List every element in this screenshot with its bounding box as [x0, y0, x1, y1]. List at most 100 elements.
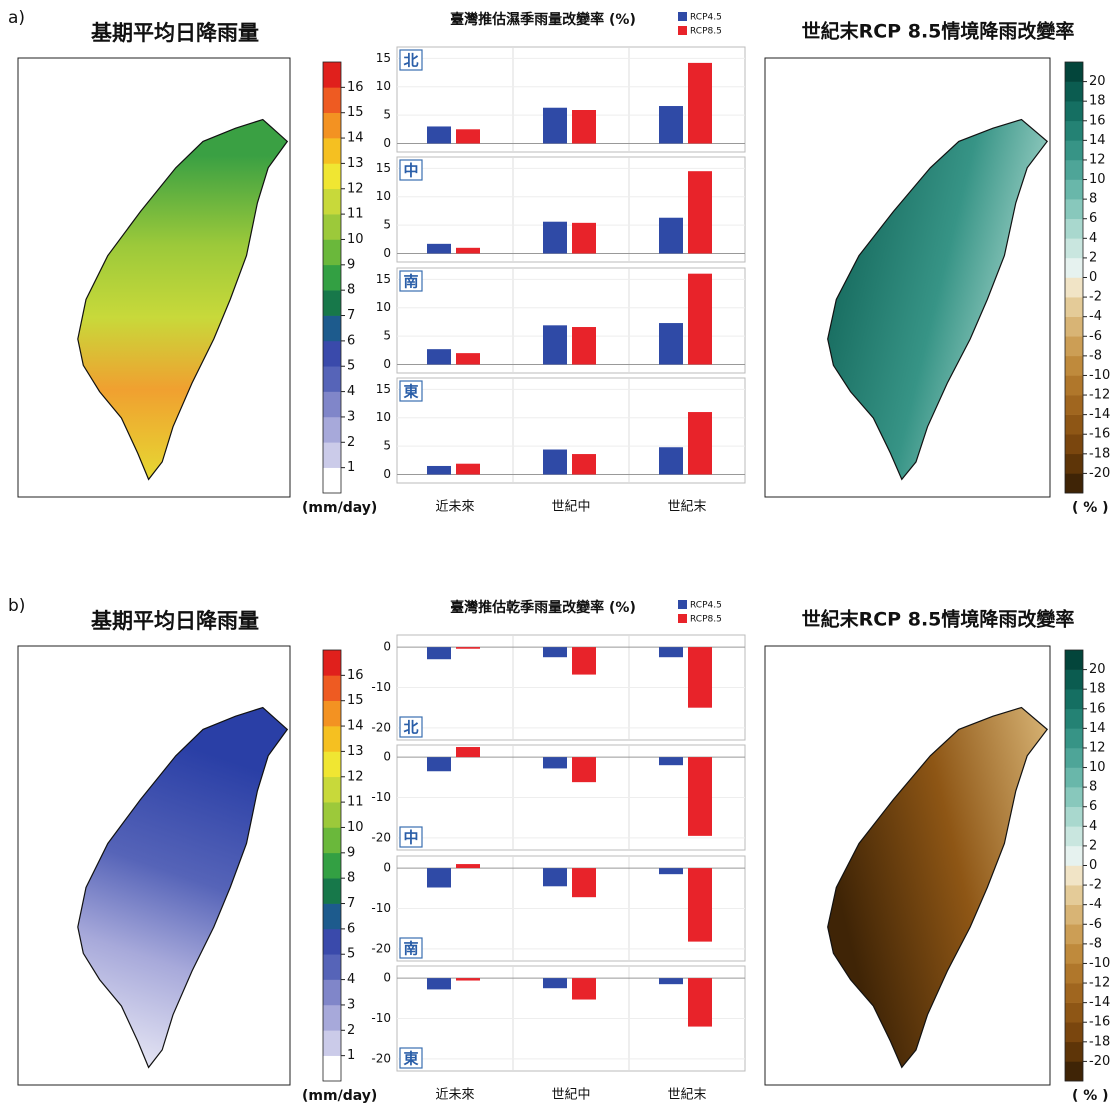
legend-swatch	[678, 12, 687, 21]
colorbar-tick-label: 10	[1089, 760, 1106, 775]
y-tick-label: 15	[376, 382, 391, 396]
y-tick-label: 5	[383, 218, 391, 232]
bar	[659, 323, 683, 365]
bar	[572, 647, 596, 675]
colorbar-tick-label: -14	[1089, 407, 1110, 422]
chart-title: 臺灣推估濕季雨量改變率 (%)	[450, 11, 636, 28]
y-tick-label: -20	[371, 720, 391, 734]
y-tick-label: -10	[371, 790, 391, 804]
colorbar-tick-label: 8	[347, 283, 355, 298]
colorbar-tick-label: -16	[1089, 1015, 1110, 1030]
colorbar-cell	[323, 827, 341, 854]
colorbar-tick-label: 6	[347, 921, 355, 936]
region-label: 北	[403, 719, 418, 737]
y-tick-label: -20	[371, 1051, 391, 1065]
bar	[572, 978, 596, 1000]
colorbar-cell	[1065, 728, 1083, 749]
subplot-frame	[396, 46, 746, 153]
colorbar-cell	[1065, 277, 1083, 298]
colorbar-cell	[323, 726, 341, 752]
colorbar-cell	[1065, 943, 1083, 964]
bar	[688, 412, 712, 475]
bar	[456, 463, 480, 475]
y-tick-label: 0	[383, 136, 391, 150]
bar	[543, 221, 567, 254]
colorbar-cell	[323, 416, 341, 443]
bar	[572, 222, 596, 254]
bar	[456, 747, 480, 758]
map-land	[827, 706, 1049, 1069]
legend-label: RCP4.5	[690, 13, 722, 23]
y-tick-label: -20	[371, 830, 391, 844]
colorbar-cell	[1065, 767, 1083, 788]
colorbar-cell	[323, 675, 341, 702]
colorbar-unit: (mm/day)	[302, 1088, 377, 1104]
colorbar-cell	[1065, 336, 1083, 357]
colorbar-tick-label: 12	[347, 769, 364, 784]
colorbar-cell	[323, 264, 341, 291]
bar	[688, 62, 712, 144]
bar	[543, 757, 567, 769]
colorbar-cell	[1065, 963, 1083, 984]
y-tick-label: -10	[371, 680, 391, 694]
colorbar-cell	[323, 138, 341, 164]
colorbar-tick-label: 13	[347, 156, 364, 171]
colorbar-cell	[1065, 159, 1083, 180]
colorbar-cell	[323, 852, 341, 879]
colorbar-cell	[1065, 297, 1083, 317]
colorbar-cell	[323, 391, 341, 418]
region-label: 中	[403, 829, 418, 847]
colorbar-cell	[323, 1004, 341, 1031]
subplot-frame	[396, 267, 746, 374]
colorbar-unit: ( % )	[1072, 500, 1109, 516]
colorbar-cell	[323, 776, 341, 803]
bar	[427, 978, 451, 990]
region-box	[399, 270, 423, 292]
bar	[427, 868, 451, 888]
region-label: 北	[403, 52, 418, 70]
colorbar-tick-label: 16	[1089, 701, 1106, 716]
colorbar-tick-label: 18	[1089, 94, 1106, 109]
colorbar-cell	[323, 366, 341, 392]
colorbar-tick-label: 6	[347, 333, 355, 348]
bar	[427, 757, 451, 772]
colorbar-tick-label: 12	[1089, 740, 1106, 755]
colorbar-tick-label: 1	[347, 460, 355, 475]
bar	[427, 126, 451, 144]
colorbar-tick-label: 8	[1089, 780, 1097, 795]
legend-label: RCP4.5	[690, 601, 722, 611]
y-tick-label: -10	[371, 901, 391, 915]
colorbar-tick-label: 9	[347, 257, 355, 272]
subplot-frame	[396, 377, 746, 484]
chart-title: 臺灣推估乾季雨量改變率 (%)	[450, 599, 636, 616]
colorbar-tick-label: -12	[1089, 388, 1110, 403]
bar	[543, 647, 567, 658]
colorbar-tick-label: 11	[347, 207, 364, 222]
colorbar-cell	[323, 979, 341, 1006]
bar	[543, 107, 567, 144]
colorbar-tick-label: -2	[1089, 878, 1102, 893]
colorbar-cell	[1065, 375, 1083, 396]
colorbar-tick-label: -16	[1089, 427, 1110, 442]
map-title: 基期平均日降雨量	[91, 609, 259, 633]
colorbar-cell	[1065, 101, 1083, 122]
y-tick-label: 5	[383, 439, 391, 453]
bar	[572, 454, 596, 475]
colorbar-unit: ( % )	[1072, 1088, 1109, 1104]
colorbar-tick-label: -18	[1089, 446, 1110, 461]
colorbar-cell	[323, 928, 341, 955]
colorbar-tick-label: 20	[1089, 662, 1106, 677]
region-label: 東	[403, 383, 418, 401]
bar	[456, 247, 480, 254]
colorbar-tick-label: 5	[347, 947, 355, 962]
y-tick-label: 10	[376, 79, 391, 93]
bar	[456, 129, 480, 144]
colorbar-tick-label: 15	[347, 105, 364, 120]
bar	[688, 978, 712, 1027]
bar	[456, 647, 480, 649]
colorbar-tick-label: -12	[1089, 976, 1110, 991]
colorbar-cell	[1065, 904, 1083, 925]
colorbar-tick-label: 0	[1089, 858, 1097, 873]
colorbar-tick-label: -10	[1089, 368, 1110, 383]
region-box	[399, 49, 423, 71]
